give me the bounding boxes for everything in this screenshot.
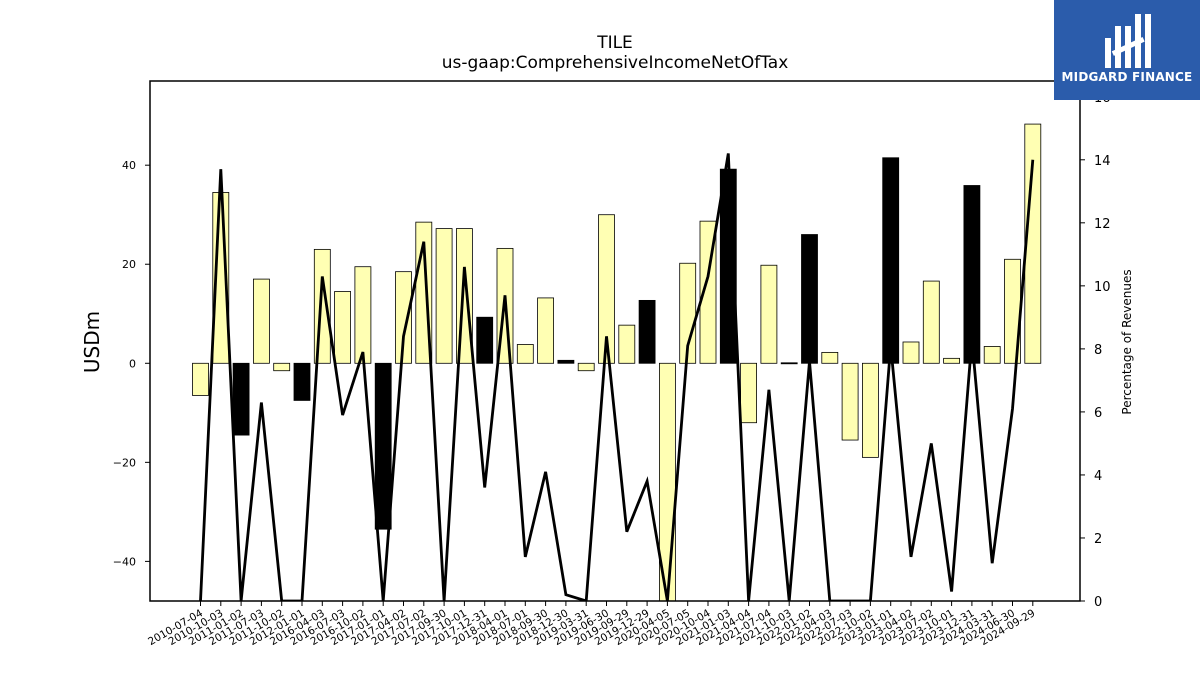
bar-2019-12-29: [638, 299, 656, 364]
bar-2017-09-30: [435, 228, 453, 364]
bar-2017-12-31: [476, 316, 494, 364]
bar-2023-12-31: [963, 185, 981, 364]
y2-tick-label-4: 4: [1094, 469, 1102, 484]
bar-2021-07-04: [760, 264, 778, 364]
bar-2020-04-05: [659, 362, 676, 601]
y2-tick-label-10: 10: [1094, 280, 1111, 295]
bar-2022-04-03: [821, 351, 839, 364]
y-tick-label-40: 40: [122, 159, 136, 172]
y2-tick-label-0: 0: [1094, 595, 1102, 610]
y2-tick-label-2: 2: [1094, 532, 1102, 547]
bar-2022-07-03: [841, 362, 859, 441]
chart-subtitle: us-gaap:ComprehensiveIncomeNetOfTax: [442, 53, 789, 73]
logo-mark-icon: [1105, 14, 1151, 68]
y-tick-label-0: 0: [129, 357, 136, 370]
bar-2021-04-04: [740, 362, 757, 424]
bar-2022-10-02: [862, 362, 879, 458]
y-axis-label: USDm: [80, 311, 104, 373]
axes-layer: −40−200204002468101214162010-07-042010-1…: [113, 80, 1111, 648]
bar-2012-01-01: [293, 362, 311, 401]
bar-2017-01-01: [374, 362, 392, 530]
revenue-percentage-line: [199, 153, 1035, 601]
bar-2016-07-03: [334, 291, 352, 364]
y2-tick-label-14: 14: [1094, 154, 1111, 169]
line-layer: [199, 153, 1035, 601]
y-tick-label-20: 20: [122, 258, 136, 271]
bar-2011-10-02: [273, 362, 291, 372]
bar-2019-09-29: [618, 324, 636, 364]
bar-2021-10-03: [780, 362, 798, 365]
y-tick-label--20: −20: [113, 456, 136, 469]
bar-2018-12-30: [557, 359, 575, 364]
y2-tick-label-6: 6: [1094, 406, 1102, 421]
bar-2017-04-02: [395, 271, 412, 364]
bar-2023-10-01: [943, 357, 960, 364]
bar-2010-07-04: [192, 362, 209, 396]
bar-2016-10-02: [354, 266, 372, 364]
bar-2019-03-31: [577, 362, 595, 372]
bar-2023-07-02: [922, 280, 940, 364]
bar-2024-03-31: [983, 346, 1001, 364]
chart-title: TILE: [596, 33, 633, 53]
bar-2018-07-01: [516, 344, 534, 364]
y2-tick-label-12: 12: [1094, 217, 1111, 232]
bar-2011-07-03: [252, 278, 270, 364]
y2-tick-label-8: 8: [1094, 343, 1102, 358]
bar-2022-01-02: [801, 234, 818, 364]
logo-text: MIDGARD FINANCE: [1061, 70, 1193, 84]
midgard-finance-logo: MIDGARD FINANCE: [1054, 0, 1200, 100]
bar-2018-09-30: [537, 297, 554, 364]
bar-2019-06-30: [598, 214, 615, 364]
y2-axis-label: Percentage of Revenues: [1120, 269, 1134, 414]
bar-2011-01-02: [232, 362, 250, 436]
bar-2023-04-02: [902, 341, 920, 364]
y-tick-label--40: −40: [113, 555, 136, 568]
bar-2023-01-01: [882, 157, 900, 364]
plot-frame: [149, 80, 1081, 602]
